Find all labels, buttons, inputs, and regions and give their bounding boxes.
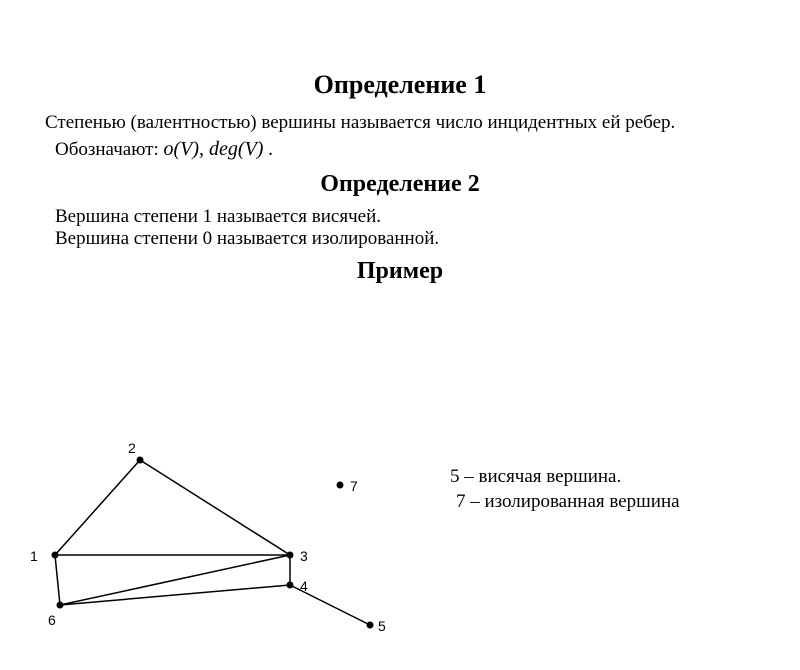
graph-node-1 [52, 552, 59, 559]
graph-node-5 [367, 622, 374, 629]
graph-edge [55, 555, 60, 605]
graph-node-2 [137, 457, 144, 464]
legend: 5 – висячая вершина. 7 – изолированная в… [450, 465, 680, 514]
graph-node-label-1: 1 [30, 548, 38, 564]
heading-def1: Определение 1 [0, 70, 800, 100]
graph-node-7 [337, 482, 344, 489]
notation-line: Обозначают: o(V), deg(V) . [55, 138, 800, 161]
graph-node-4 [287, 582, 294, 589]
graph-edge [60, 585, 290, 605]
graph-svg [20, 440, 420, 650]
graph-node-label-2: 2 [128, 440, 136, 456]
legend-line1: 5 – висячая вершина. [450, 465, 680, 490]
graph-node-6 [57, 602, 64, 609]
def1-text: Степенью (валентностью) вершины называет… [45, 112, 770, 134]
graph-edge [55, 460, 140, 555]
heading-def2: Определение 2 [0, 171, 800, 198]
graph-node-label-3: 3 [300, 548, 308, 564]
notation-math: o(V), deg(V) . [164, 138, 274, 160]
graph-node-label-7: 7 [350, 478, 358, 494]
example-diagram: 1 2 3 4 5 6 7 5 – висячая вершина. 7 – изолиро… [20, 440, 780, 650]
heading-example: Пример [0, 258, 800, 285]
def2-line1: Вершина степени 1 называется висячей. [55, 206, 770, 228]
notation-prefix: Обозначают: [55, 139, 159, 160]
graph-node-label-5: 5 [378, 618, 386, 634]
graph-edge [60, 555, 290, 605]
legend-line2: 7 – изолированная вершина [456, 490, 680, 515]
graph-edge [140, 460, 290, 555]
def2-line2: Вершина степени 0 называется изолированн… [55, 228, 770, 250]
graph-node-label-6: 6 [48, 612, 56, 628]
graph-node-label-4: 4 [300, 578, 308, 594]
graph-node-3 [287, 552, 294, 559]
